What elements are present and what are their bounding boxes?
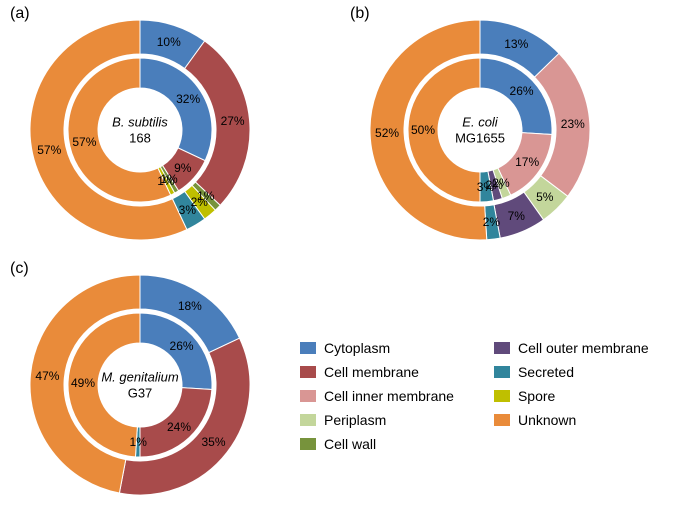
legend-label-cell_inner_membrane: Cell inner membrane [324,388,454,404]
legend-swatch-cell_membrane [300,366,316,378]
outer-label-cell_membrane: 35% [201,435,225,449]
outer-label-cytoplasm: 13% [504,37,528,51]
inner-label-cytoplasm: 26% [510,84,534,98]
legend-swatch-secreted [494,366,510,378]
outer-label-unknown: 52% [375,126,399,140]
donut-a: 32%9%1%1%57%10%27%1%2%3%57%B. subtilis16… [20,10,260,250]
outer-label-cell_inner_membrane: 23% [561,117,585,131]
inner-label-cell_inner_membrane: 17% [515,155,539,169]
inner-label-cell_membrane: 24% [167,420,191,434]
outer-label-cell_outer_membrane: 7% [508,209,525,223]
legend-label-periplasm: Periplasm [324,412,386,428]
inner-label-unknown: 50% [411,123,435,137]
inner-label-unknown: 49% [71,376,95,390]
donut-b: 26%17%2%2%3%50%13%23%5%7%2%52%E. coliMG1… [360,10,600,250]
legend-swatch-spore [494,390,510,402]
center-species: M. genitalium [101,369,178,385]
center-species: B. subtilis [112,114,168,130]
legend-item-unknown: Unknown [494,412,649,428]
outer-label-cytoplasm: 18% [178,299,202,313]
legend-item-periplasm: Periplasm [300,412,454,428]
legend-swatch-unknown [494,414,510,426]
inner-label-spore: 1% [157,174,174,188]
outer-label-periplasm: 5% [536,190,553,204]
legend-label-cell_wall: Cell wall [324,436,376,452]
panel-c: (c)26%24%1%49%18%35%47%M. genitaliumG37 [20,265,260,505]
inner-label-cytoplasm: 26% [170,339,194,353]
center-label-a: B. subtilis168 [112,114,168,145]
panel-b: (b)26%17%2%2%3%50%13%23%5%7%2%52%E. coli… [360,10,600,250]
inner-label-secreted: 3% [477,180,494,194]
legend-label-cell_outer_membrane: Cell outer membrane [518,340,649,356]
legend-item-cell_wall: Cell wall [300,436,454,452]
outer-label-cytoplasm: 10% [157,35,181,49]
legend-item-cell_inner_membrane: Cell inner membrane [300,388,454,404]
donut-c: 26% 24% 1% 49% 18% 35% 47% M. genitaliumG37 [20,265,260,505]
legend: Cytoplasm Cell outer membrane Cell membran… [300,340,649,452]
center-strain: G37 [101,385,178,401]
legend-label-cell_membrane: Cell membrane [324,364,419,380]
legend-swatch-cytoplasm [300,342,316,354]
legend-label-unknown: Unknown [518,412,576,428]
center-strain: MG1655 [455,130,505,146]
outer-label-unknown: 47% [35,369,59,383]
panel-a: (a)32%9%1%1%57%10%27%1%2%3%57%B. subtili… [20,10,260,250]
legend-item-secreted: Secreted [494,364,649,380]
center-label-c: M. genitaliumG37 [101,369,178,400]
legend-label-secreted: Secreted [518,364,574,380]
legend-swatch-cell_inner_membrane [300,390,316,402]
center-strain: 168 [112,130,168,146]
legend-item-spore: Spore [494,388,649,404]
center-label-b: E. coliMG1655 [455,114,505,145]
legend-label-cytoplasm: Cytoplasm [324,340,390,356]
outer-label-unknown: 57% [37,143,61,157]
legend-item-cell_membrane: Cell membrane [300,364,454,380]
outer-label-secreted: 2% [483,215,500,229]
legend-swatch-periplasm [300,414,316,426]
inner-label-cytoplasm: 32% [176,92,200,106]
legend-item-cytoplasm: Cytoplasm [300,340,454,356]
inner-label-secreted: 1% [130,435,147,449]
outer-label-cell_membrane: 27% [221,114,245,128]
legend-swatch-cell_wall [300,438,316,450]
outer-label-secreted: 3% [179,203,196,217]
legend-item-cell_outer_membrane: Cell outer membrane [494,340,649,356]
inner-label-unknown: 57% [72,135,96,149]
center-species: E. coli [455,114,505,130]
legend-label-spore: Spore [518,388,555,404]
legend-swatch-cell_outer_membrane [494,342,510,354]
